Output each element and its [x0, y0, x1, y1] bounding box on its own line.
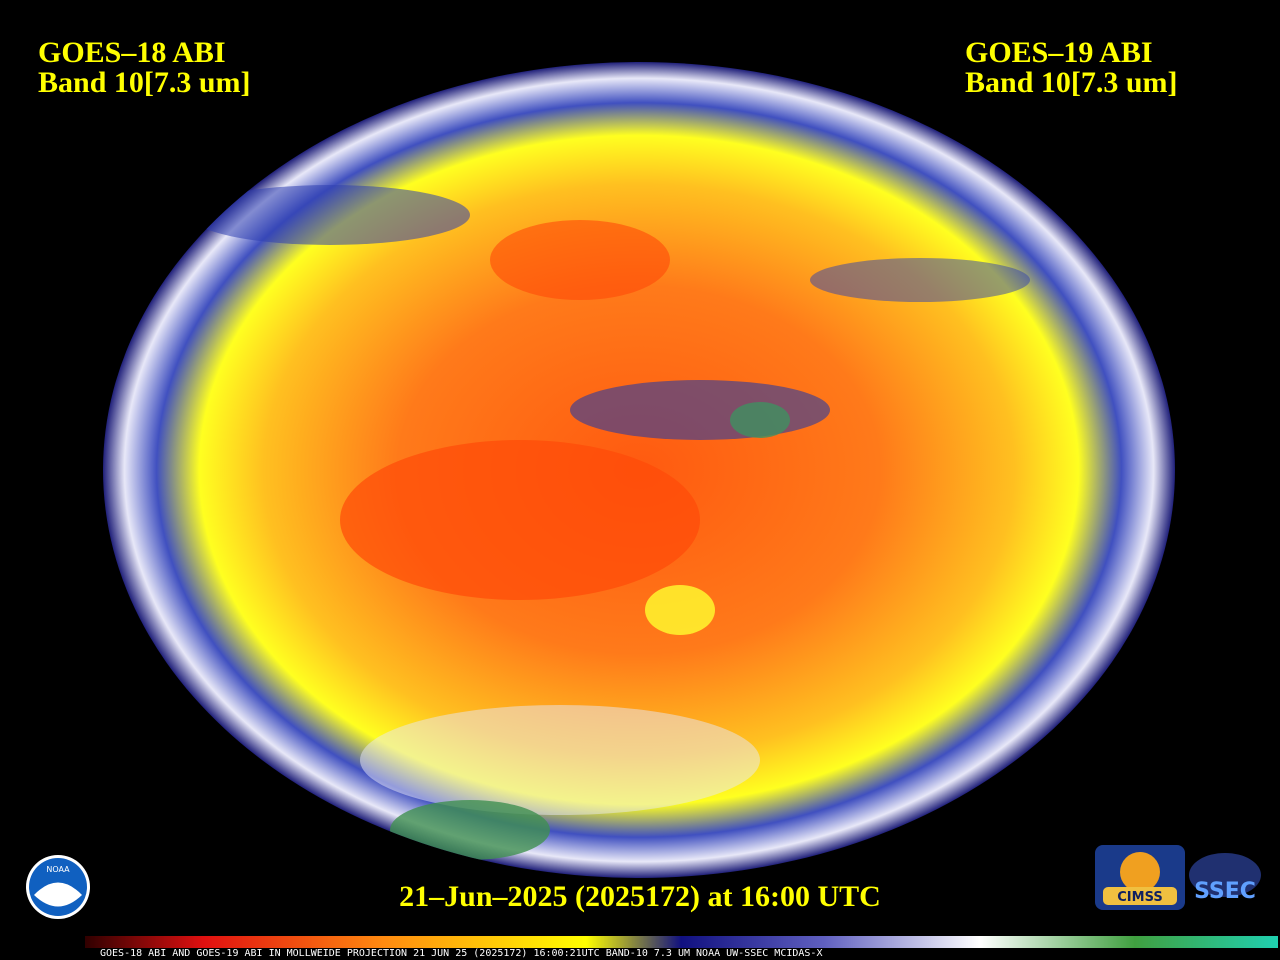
- noaa-logo: NOAA: [26, 855, 90, 919]
- right-band: Band 10[7.3 um]: [965, 66, 1178, 99]
- left-satellite: GOES–18 ABI: [38, 36, 226, 69]
- cloud-region: [390, 800, 550, 860]
- dry-region: [490, 220, 670, 300]
- cloud-region: [360, 705, 760, 815]
- timestamp: 21–Jun–2025 (2025172) at 16:00 UTC: [399, 880, 881, 913]
- moist-region: [810, 258, 1030, 302]
- cimss-logo: CIMSS: [1095, 845, 1185, 910]
- color-bar: [85, 936, 1278, 948]
- moist-region: [190, 185, 470, 245]
- logo-bird: [34, 882, 82, 907]
- logo-text: SSEC: [1194, 879, 1256, 904]
- moist-region: [645, 585, 715, 635]
- moist-region: [570, 380, 830, 440]
- logo-label-box: [1103, 887, 1177, 905]
- logo-text: CIMSS: [1117, 890, 1162, 905]
- cloud-region: [730, 402, 790, 438]
- logo-text: NOAA: [46, 865, 70, 874]
- left-band: Band 10[7.3 um]: [38, 66, 251, 99]
- cloud-features: [190, 185, 1030, 860]
- logo-sun: [1120, 852, 1160, 892]
- logo-globe: [1189, 853, 1261, 897]
- dry-region: [340, 440, 700, 600]
- ssec-logo: SSEC: [1189, 853, 1261, 904]
- footer-caption: GOES-18 ABI AND GOES-19 ABI IN MOLLWEIDE…: [100, 948, 822, 959]
- right-satellite: GOES–19 ABI: [965, 36, 1153, 69]
